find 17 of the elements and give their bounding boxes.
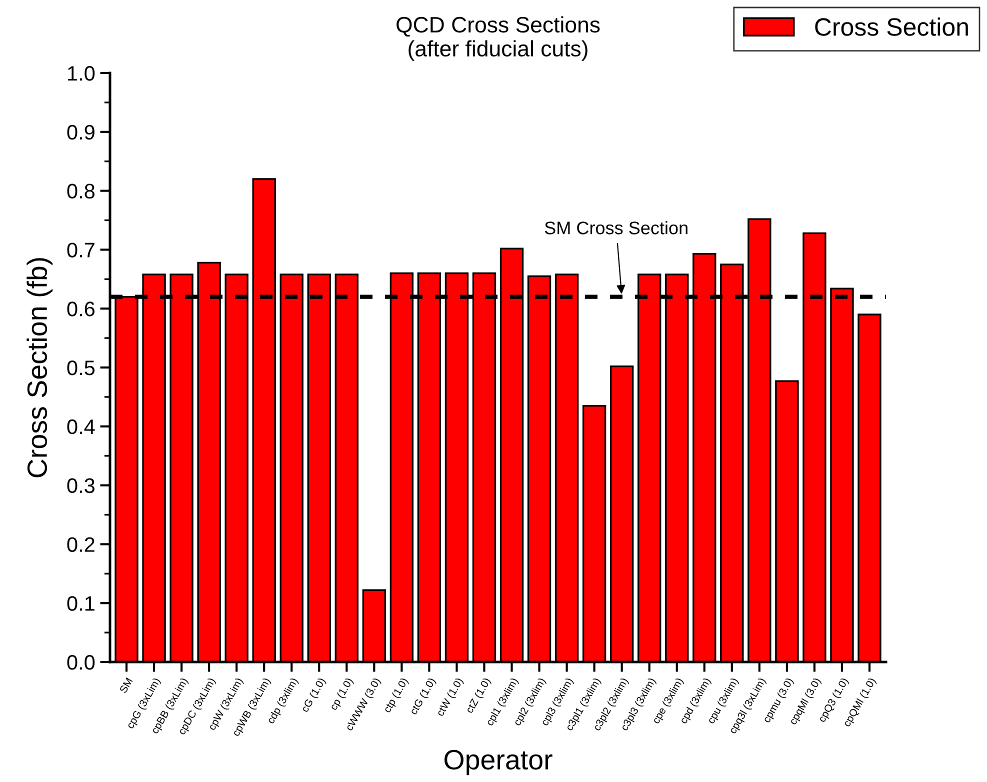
- y-axis-title: Cross Section (fb): [26, 258, 53, 478]
- legend-label: Cross Section: [815, 18, 968, 36]
- y-tick-label: 0.6: [67, 302, 95, 316]
- y-tick-label: 0.7: [67, 242, 94, 258]
- y-tick-label: 0.4: [67, 419, 95, 434]
- y-tick-label: 0.0: [67, 655, 95, 670]
- chart-title: QCD Cross Sections (after fiducial cuts): [396, 16, 600, 61]
- y-tick-label: 1.0: [68, 66, 95, 81]
- annotation: SM Cross Section: [544, 221, 688, 234]
- x-axis-title: Operator: [444, 750, 552, 776]
- y-tick-label: 0.8: [67, 184, 95, 199]
- y-tick-label: 0.9: [67, 124, 94, 140]
- y-tick-label: 0.1: [67, 596, 94, 611]
- y-tick-label: 0.3: [67, 478, 95, 494]
- y-tick-label: 0.5: [67, 360, 95, 376]
- x-tick-label: SM: [119, 677, 133, 694]
- y-tick-label: 0.2: [67, 537, 94, 552]
